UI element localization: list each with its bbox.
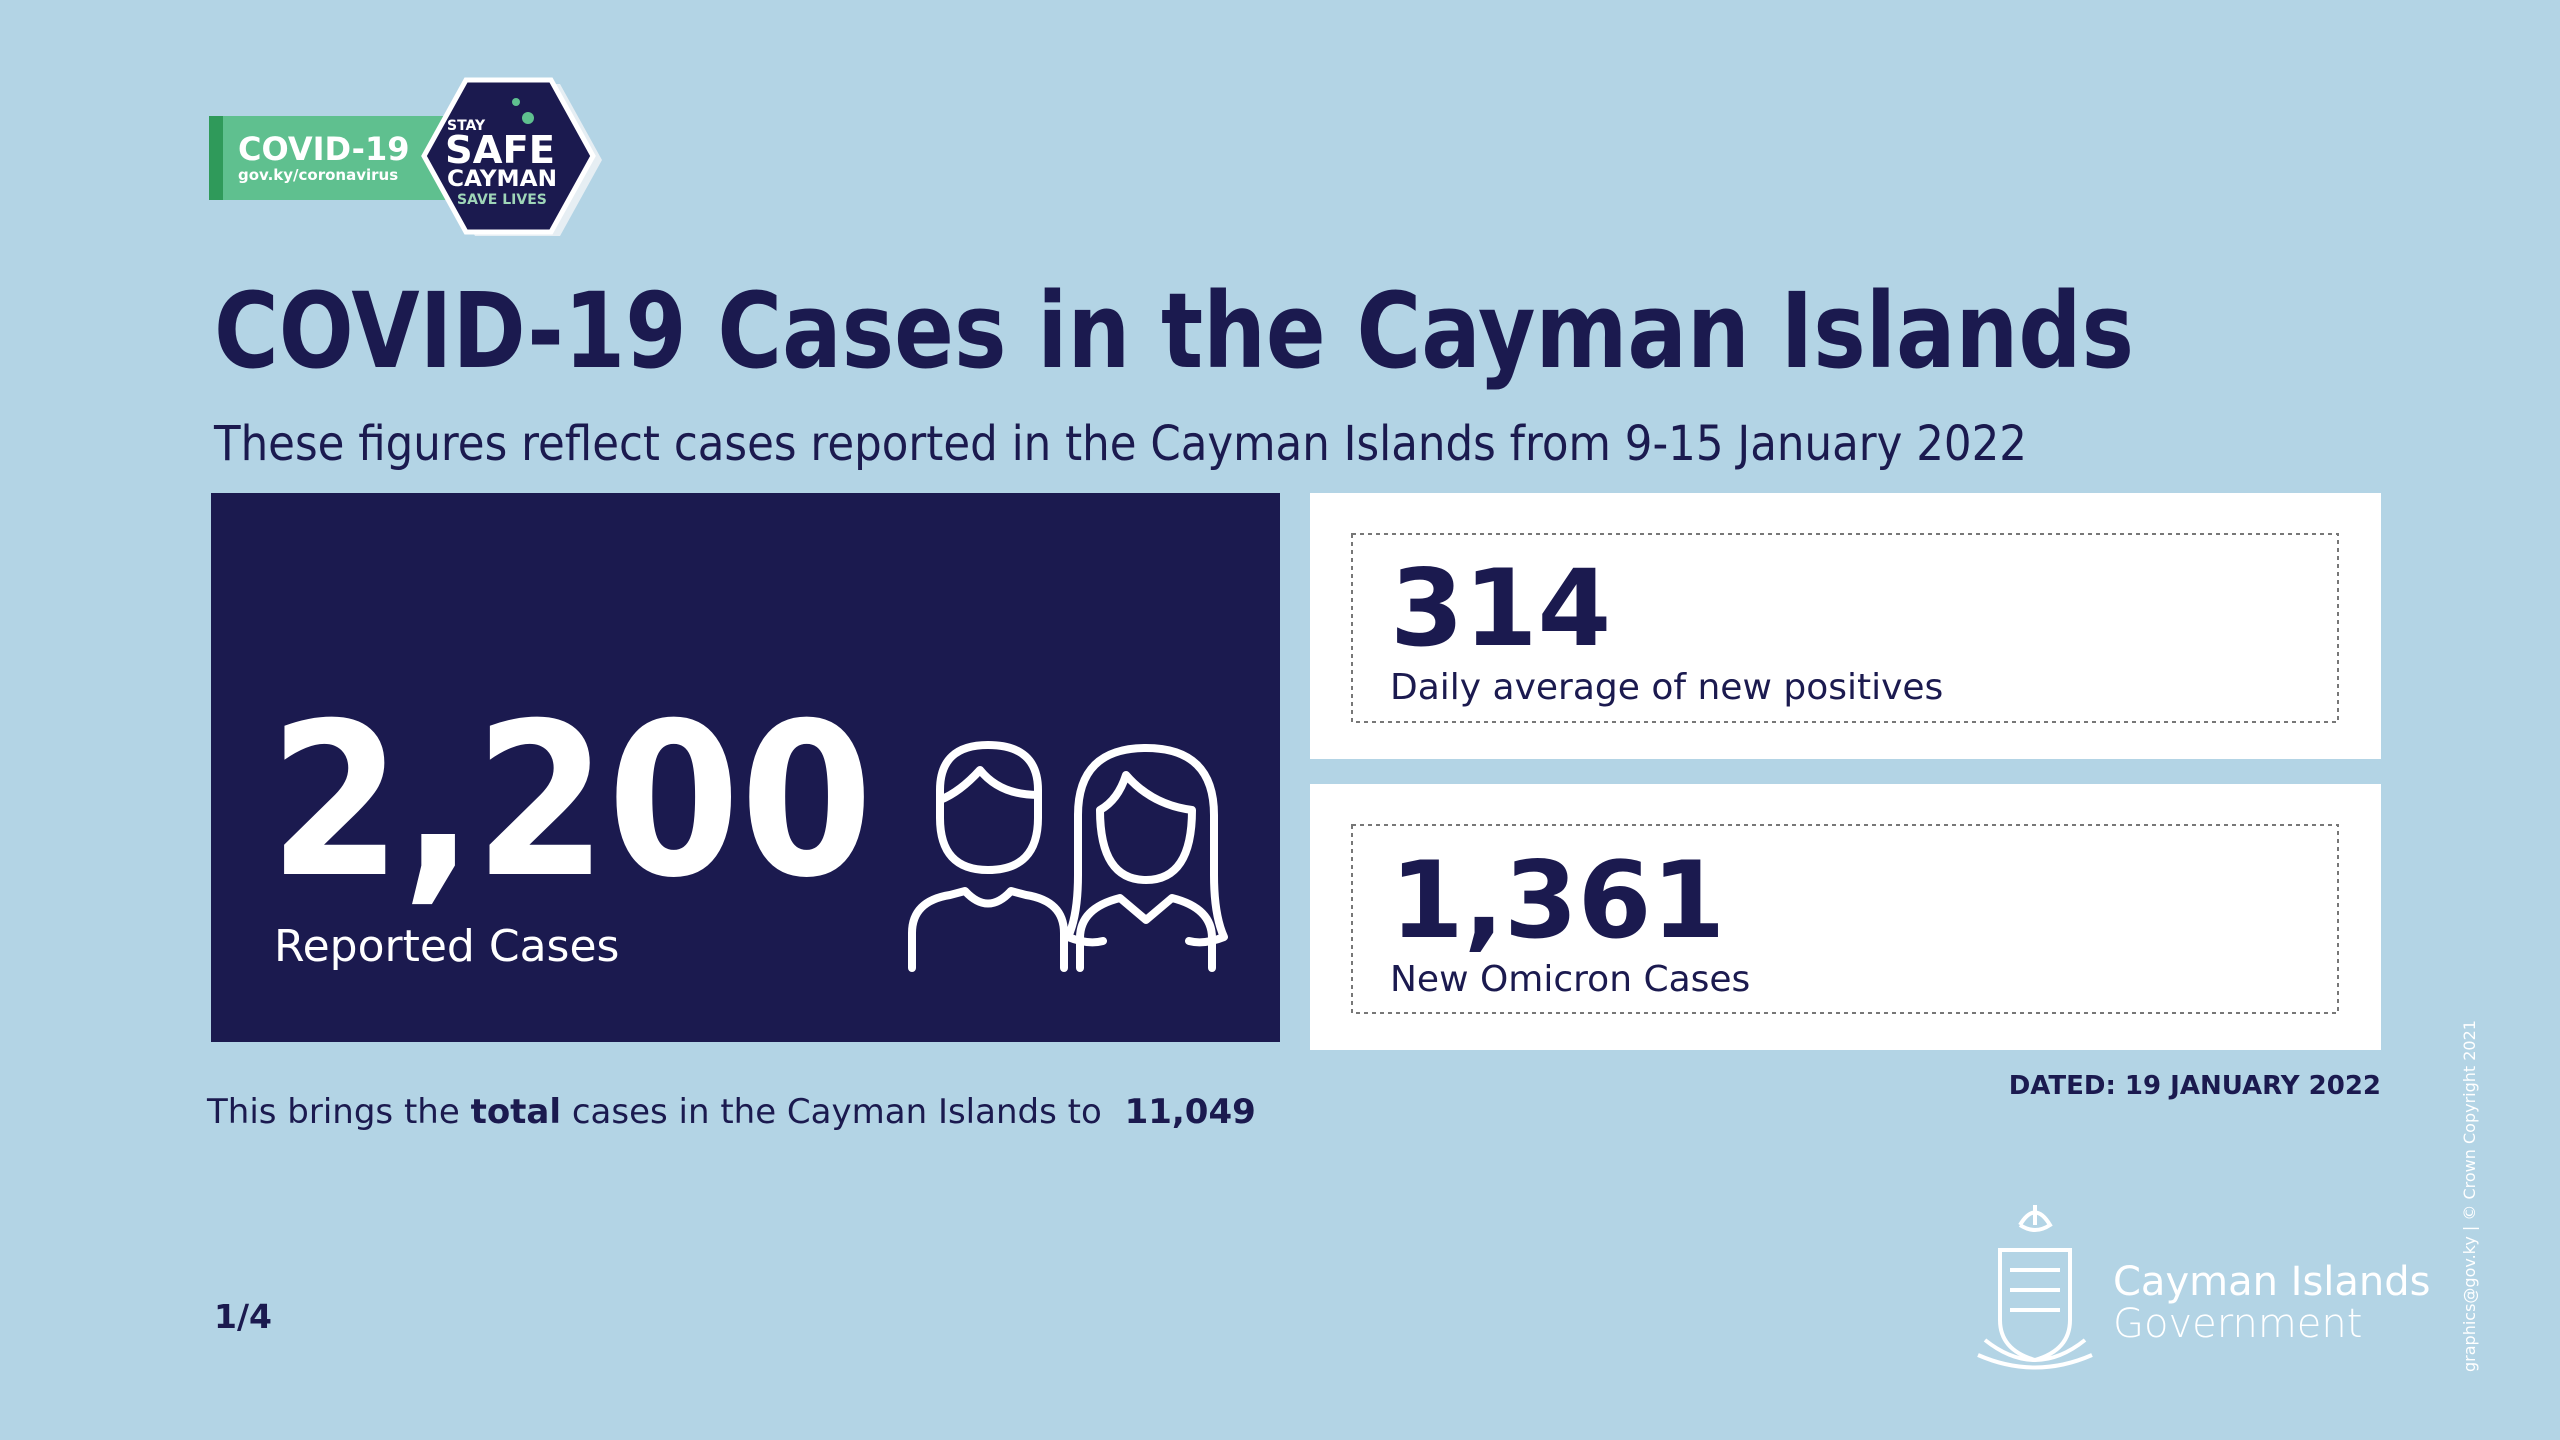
total-bold: total [471,1092,561,1132]
people-icon [908,741,1228,972]
title: COVID-19 Cases in the Cayman Islands [214,270,2134,392]
main-value: 2,200 [269,677,873,924]
badge-url: gov.ky/coronavirus [238,166,398,184]
page-number: 1/4 [214,1297,272,1336]
stat-label: New Omicron Cases [1390,959,1750,1000]
stat-frame [1351,824,2339,1014]
main-label: Reported Cases [274,921,619,972]
stat-label: Daily average of new positives [1390,667,1943,708]
stat-value: 1,361 [1390,839,1725,962]
dated: DATED: 19 JANUARY 2022 [2009,1071,2381,1101]
badge-hex [421,77,596,235]
stat-frame [1351,533,2339,723]
badge-dot [512,98,520,106]
coat-of-arms [1977,1205,2093,1370]
total-value: 11,049 [1125,1092,1256,1132]
badge-stay: STAY [447,118,486,134]
subtitle: These figures reflect cases reported in … [213,416,2027,472]
badge-strip [209,116,223,200]
logo-line1: Cayman Islands [2113,1259,2431,1305]
badge-cayman: CAYMAN [447,167,557,192]
badge-title: COVID-19 [238,130,409,168]
main-panel [211,493,1280,1042]
badge-band [209,116,459,200]
logo-line2: Government [2113,1301,2362,1347]
total-text: cases in the Cayman Islands to [572,1092,1102,1132]
total-text: This brings the [206,1092,460,1132]
copyright: graphics@gov.ky | © Crown Copyright 2021 [2460,1020,2479,1372]
total-line: This brings the total cases in the Cayma… [206,1092,1256,1132]
stat-value: 314 [1390,547,1611,670]
badge: COVID-19 gov.ky/coronavirus STAY SAFE CA… [209,77,602,236]
badge-dot [522,112,534,124]
stat-card [1310,493,2381,759]
badge-save: SAVE LIVES [457,192,547,208]
badge-safe: SAFE [445,128,555,172]
stat-card [1310,784,2381,1050]
